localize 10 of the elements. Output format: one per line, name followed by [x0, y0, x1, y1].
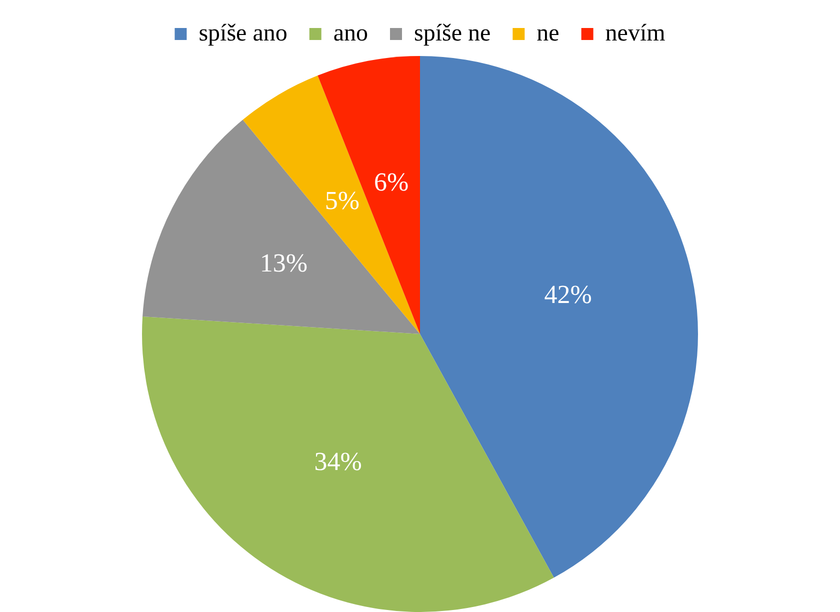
legend-label: ano — [333, 20, 368, 46]
legend-label: spíše ne — [414, 20, 491, 46]
data-label: 13% — [260, 248, 308, 278]
data-label: 42% — [544, 280, 592, 309]
legend-label: ne — [536, 20, 560, 46]
data-label: 6% — [374, 168, 409, 197]
legend-label: spíše ano — [198, 20, 288, 46]
legend-label: nevím — [605, 20, 666, 46]
data-label: 5% — [324, 186, 360, 216]
data-label: 34% — [314, 446, 362, 476]
